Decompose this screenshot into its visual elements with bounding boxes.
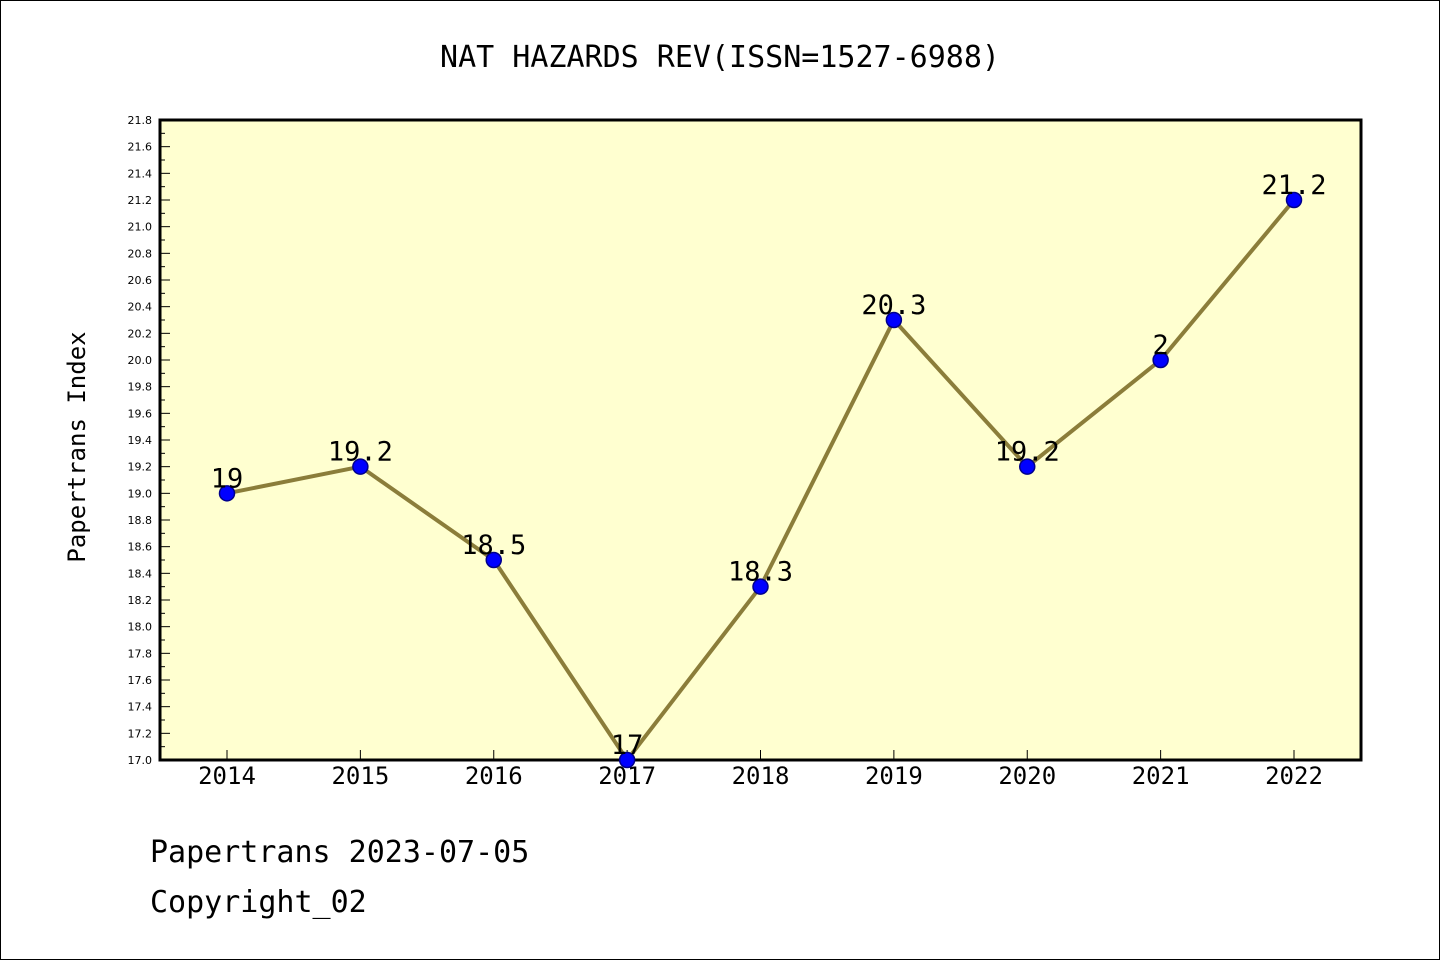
- x-tick-label: 2019: [865, 762, 923, 790]
- x-tick-label: 2016: [465, 762, 523, 790]
- y-tick-label: 17.8: [128, 647, 153, 660]
- y-tick-label: 19.2: [128, 461, 153, 474]
- data-point: [618, 751, 636, 769]
- y-tick-label: 21.0: [128, 221, 153, 234]
- data-point: [352, 458, 369, 475]
- y-tick-label: 19.4: [128, 434, 153, 447]
- y-tick-label: 18.0: [128, 621, 153, 634]
- y-tick-label: 21.8: [128, 114, 153, 127]
- y-axis-label: Papertrans Index: [63, 331, 91, 562]
- chart-title: NAT HAZARDS REV(ISSN=1527-6988): [440, 40, 1000, 75]
- footer-date: Papertrans 2023-07-05: [150, 835, 530, 870]
- data-label: 19: [211, 463, 244, 494]
- y-tick-label: 17.0: [128, 754, 153, 767]
- data-label: 2: [1152, 330, 1168, 361]
- y-tick-label: 21.2: [128, 194, 153, 207]
- data-point: [1285, 191, 1303, 209]
- y-tick-label: 19.6: [128, 407, 153, 420]
- y-tick-label: 18.6: [128, 541, 153, 554]
- y-tick-label: 20.8: [128, 247, 153, 260]
- data-point: [485, 551, 502, 569]
- x-axis-ticks: 2014 2015 2016 2017 2018 2019 2020 2021 2022: [198, 750, 1323, 790]
- y-tick-label: 17.4: [128, 701, 153, 714]
- y-tick-label: 17.6: [128, 674, 153, 687]
- data-labels: 19 19.2 18.5 17 18.3 20.3 19.2 2 21.2: [211, 170, 1327, 761]
- data-label: 21.2: [1261, 170, 1326, 201]
- y-tick-label: 17.2: [128, 727, 153, 740]
- y-tick-label: 21.6: [128, 141, 153, 154]
- x-tick-label: 2014: [198, 762, 256, 790]
- data-label: 17: [611, 730, 644, 761]
- data-label: 19.2: [995, 437, 1060, 468]
- data-label: 18.5: [461, 530, 526, 561]
- plot-area: [158, 118, 1363, 762]
- series-layer: [218, 191, 1303, 769]
- y-tick-label: 20.4: [128, 301, 153, 314]
- y-tick-label: 18.4: [128, 567, 153, 580]
- x-tick-label: 2021: [1132, 762, 1190, 790]
- data-point: [1019, 458, 1036, 475]
- x-tick-label: 2020: [998, 762, 1056, 790]
- x-tick-label: 2015: [331, 762, 389, 790]
- x-tick-label: 2018: [732, 762, 790, 790]
- y-axis-ticks: 17.0 17.2 17.4 17.6 17.8 18.0 18.2 18.4 18.6 18.8…: [128, 114, 170, 767]
- footer-copyright: Copyright_02: [150, 885, 367, 920]
- data-point: [218, 485, 236, 502]
- data-label: 18.3: [728, 557, 793, 588]
- data-point: [752, 578, 769, 595]
- y-tick-label: 20.2: [128, 327, 153, 340]
- data-label: 20.3: [861, 290, 926, 321]
- y-tick-label: 20.0: [128, 354, 153, 367]
- y-tick-label: 19.0: [128, 487, 153, 500]
- y-tick-label: 18.8: [128, 514, 153, 527]
- y-tick-label: 20.6: [128, 274, 153, 287]
- data-label: 19.2: [328, 437, 393, 468]
- y-tick-label: 19.8: [128, 381, 153, 394]
- data-point: [885, 311, 903, 329]
- x-tick-label: 2022: [1265, 762, 1323, 790]
- y-tick-label: 18.2: [128, 594, 153, 607]
- data-point: [1152, 351, 1169, 369]
- y-tick-label: 21.4: [128, 167, 153, 180]
